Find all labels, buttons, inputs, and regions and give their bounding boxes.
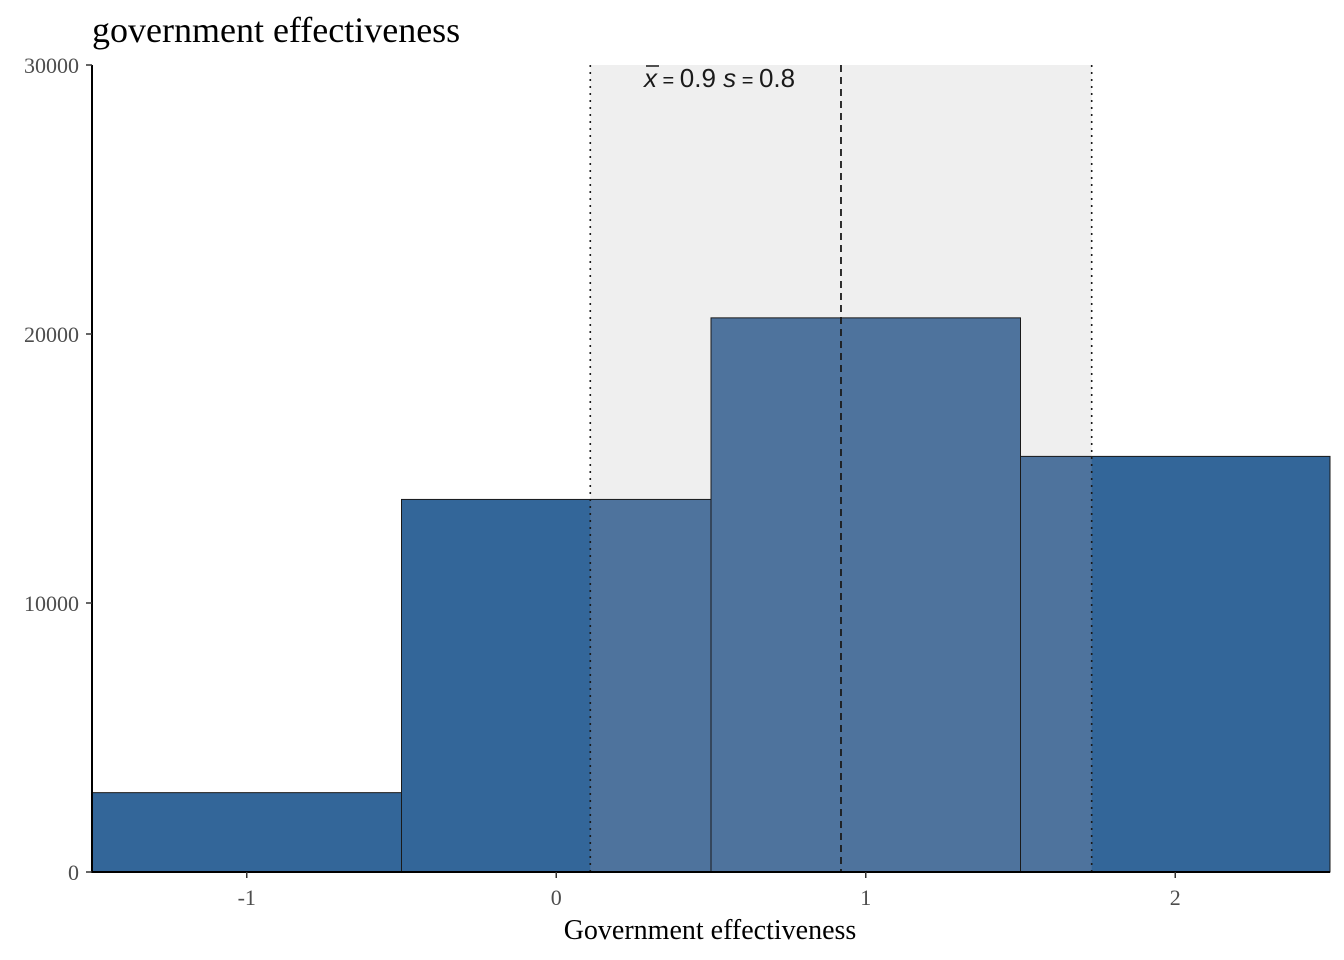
axes-layer: 0 10000 20000 30000 -1 0 1 2	[24, 53, 1330, 910]
x-tick-label: -1	[238, 885, 256, 910]
x-axis-title: Government effectiveness	[564, 915, 857, 946]
y-tick-label: 30000	[24, 53, 79, 78]
mean-sd-label: x = 0.9 s = 0.8	[642, 63, 795, 93]
sd-symbol: s	[723, 63, 736, 93]
y-tick-label: 20000	[24, 322, 79, 347]
x-tick-label: 2	[1170, 885, 1181, 910]
x-tick-label: 1	[860, 885, 871, 910]
histogram-bar-band-overlap	[711, 317, 1021, 872]
summary-annotation: x = 0.9 s = 0.8	[642, 63, 795, 93]
y-tick-label: 0	[68, 860, 79, 885]
reference-lines-layer	[589, 65, 1093, 872]
mean-equals: =	[657, 70, 680, 92]
histogram-bar-band-overlap	[590, 499, 711, 872]
mean-symbol: x	[642, 63, 658, 93]
sd-value: 0.8	[759, 63, 795, 93]
histogram-bar	[92, 792, 402, 872]
sd-equals: =	[736, 70, 759, 92]
y-tick-label: 10000	[24, 591, 79, 616]
histogram-bar-band-overlap	[1020, 456, 1092, 872]
chart-title: government effectiveness	[92, 10, 460, 50]
bars-layer	[91, 317, 1331, 873]
x-tick-label: 0	[551, 885, 562, 910]
mean-value: 0.9	[680, 63, 723, 93]
